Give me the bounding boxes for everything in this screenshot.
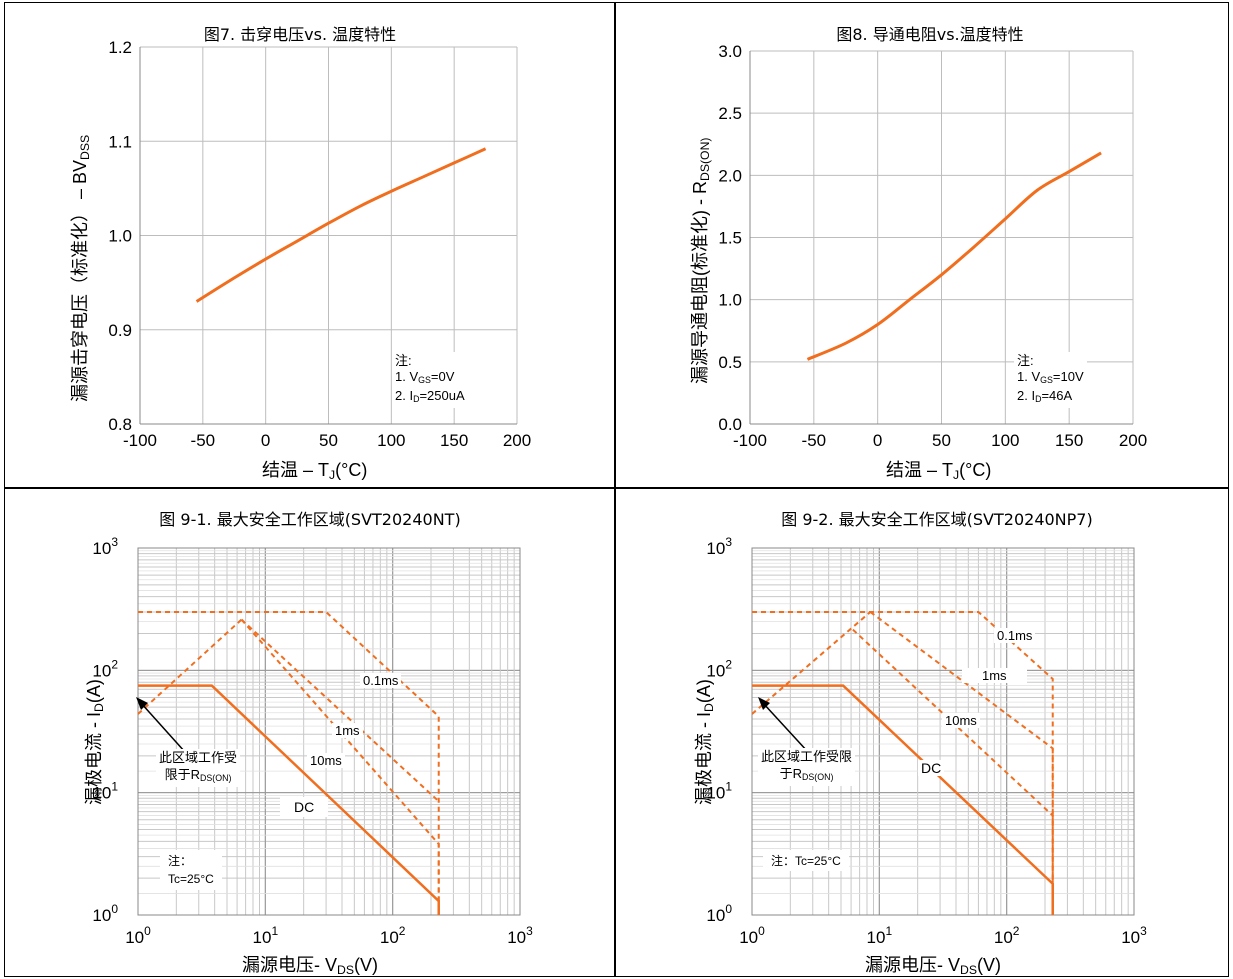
label-dc-fig9-1: DC xyxy=(280,797,329,817)
series-line-fig7 xyxy=(195,147,487,303)
label-10ms-fig9-1: 10ms xyxy=(307,753,345,768)
chart-title-fig7: 图7. 击穿电压vs. 温度特性 xyxy=(203,25,397,44)
x-tick-label-fig9-2: 103 xyxy=(1121,924,1147,947)
x-axis-label-fig9-1: 漏源电压- VDS(V) xyxy=(242,955,379,978)
y-axis-label-fig8: 漏源导通电阻(标准化) - RDS(ON) xyxy=(690,137,713,384)
x-tick-label-fig9-1: 103 xyxy=(507,924,533,947)
x-tick-label-fig7: -100 xyxy=(123,431,157,450)
y-tick-label-fig8: 3.0 xyxy=(718,42,742,61)
y-tick-label-fig7: 1.0 xyxy=(108,227,132,246)
chart-title-fig9-2: 图 9-2. 最大安全工作区域(SVT20240NP7) xyxy=(781,510,1093,529)
y-tick-label-fig7: 1.2 xyxy=(108,38,132,57)
y-tick-label-fig7: 1.1 xyxy=(108,132,132,151)
column-divider xyxy=(614,2,616,977)
arrowhead-rds-fig9-2 xyxy=(758,697,770,710)
label-rds-limit-fig9-1: 此区域工作受 限于RDS(ON) xyxy=(156,749,241,788)
series-line-fig8 xyxy=(806,151,1102,361)
x-axis-label-fig9-2: 漏源电压- VDS(V) xyxy=(865,955,1002,978)
label-10ms-fig9-2: 10ms xyxy=(942,713,980,728)
y-tick-label-fig9-1: 103 xyxy=(92,535,118,558)
y-tick-label-fig8: 1.0 xyxy=(718,291,742,310)
label-0.1ms-fig9-1: 0.1ms xyxy=(360,673,402,688)
label-dc-fig9-2: DC xyxy=(918,760,945,776)
arrow-rds-fig9-2 xyxy=(762,702,809,753)
y-axis-label-fig9-1: 漏极电流 - ID(A) xyxy=(84,679,107,805)
soa-line-1ms-fig9-1 xyxy=(240,618,440,803)
y-tick-label-fig8: 1.5 xyxy=(718,229,742,248)
x-tick-label-fig9-2: 100 xyxy=(739,924,765,947)
label-0.1ms-fig9-2: 0.1ms xyxy=(994,628,1036,643)
soa-line-1ms-fig9-2 xyxy=(869,611,1054,915)
y-tick-label-fig8: 2.0 xyxy=(718,166,742,185)
note-box-fig7: 注: 1. VGS=0V 2. ID=250uA xyxy=(392,352,468,409)
x-tick-label-fig9-1: 100 xyxy=(125,924,151,947)
x-tick-label-fig7: 50 xyxy=(319,431,338,450)
x-tick-label-fig8: 200 xyxy=(1119,431,1147,450)
label-1ms-fig9-1: 1ms xyxy=(332,723,363,738)
x-tick-label-fig7: 150 xyxy=(440,431,468,450)
note-box-fig9-1: 注： Tc=25°C xyxy=(160,850,222,890)
figure-frame xyxy=(4,2,1229,977)
label-rds-limit-fig9-2: 此区域工作受限 于RDS(ON) xyxy=(758,748,856,787)
x-tick-label-fig7: 200 xyxy=(503,431,531,450)
y-axis-label-fig9-2: 漏极电流 - ID(A) xyxy=(694,679,717,805)
y-tick-label-fig7: 0.9 xyxy=(108,321,132,340)
x-tick-label-fig9-2: 102 xyxy=(994,924,1020,947)
row-divider xyxy=(4,487,1229,489)
x-tick-label-fig8: 150 xyxy=(1055,431,1083,450)
y-axis-label-fig7: 漏源击穿电压（标准化） – BVDSS xyxy=(70,134,93,402)
x-tick-label-fig9-1: 102 xyxy=(380,924,406,947)
plot-area-fig9-2 xyxy=(751,547,1135,916)
arrowhead-rds-fig9-1 xyxy=(136,697,148,710)
note-box-fig9-2: 注：Tc=25°C xyxy=(763,850,849,871)
soa-line-0-1ms-fig9-1 xyxy=(138,610,440,915)
y-tick-label-fig9-2: 100 xyxy=(706,902,732,925)
x-tick-label-fig7: 100 xyxy=(377,431,405,450)
x-axis-label-fig7: 结温 – TJ(°C) xyxy=(262,460,368,483)
chart-title-fig9-1: 图 9-1. 最大安全工作区域(SVT20240NT) xyxy=(159,510,461,529)
x-axis-label-fig8: 结温 – TJ(°C) xyxy=(886,460,992,483)
y-tick-label-fig9-2: 102 xyxy=(706,657,732,680)
y-tick-label-fig8: 0.0 xyxy=(718,415,742,434)
note-box-fig8: 注: 1. VGS=10V 2. ID=46A xyxy=(1014,352,1087,409)
y-tick-label-fig9-2: 103 xyxy=(706,535,732,558)
x-tick-label-fig9-2: 101 xyxy=(867,924,893,947)
x-tick-label-fig7: -50 xyxy=(191,431,216,450)
y-tick-label-fig9-1: 100 xyxy=(92,902,118,925)
x-tick-label-fig8: -50 xyxy=(802,431,827,450)
x-tick-label-fig8: 100 xyxy=(991,431,1019,450)
soa-line-0-1ms-fig9-2 xyxy=(752,610,1054,915)
y-tick-label-fig8: 2.5 xyxy=(718,104,742,123)
x-tick-label-fig7: 0 xyxy=(261,431,270,450)
plot-area-fig9-1 xyxy=(137,547,521,916)
x-tick-label-fig8: 50 xyxy=(932,431,951,450)
x-tick-label-fig8: -100 xyxy=(733,431,767,450)
y-tick-label-fig8: 0.5 xyxy=(718,353,742,372)
y-tick-label-fig7: 0.8 xyxy=(108,415,132,434)
y-tick-label-fig9-1: 102 xyxy=(92,657,118,680)
soa-line-dc-fig9-2 xyxy=(752,684,1054,915)
x-tick-label-fig8: 0 xyxy=(873,431,882,450)
label-1ms-fig9-2: 1ms xyxy=(962,668,1027,683)
soa-line-rds-on-limit-fig9-2 xyxy=(751,611,871,715)
arrow-rds-fig9-1 xyxy=(140,702,186,753)
x-tick-label-fig9-1: 101 xyxy=(253,924,279,947)
chart-title-fig8: 图8. 导通电阻vs.温度特性 xyxy=(836,25,1024,44)
